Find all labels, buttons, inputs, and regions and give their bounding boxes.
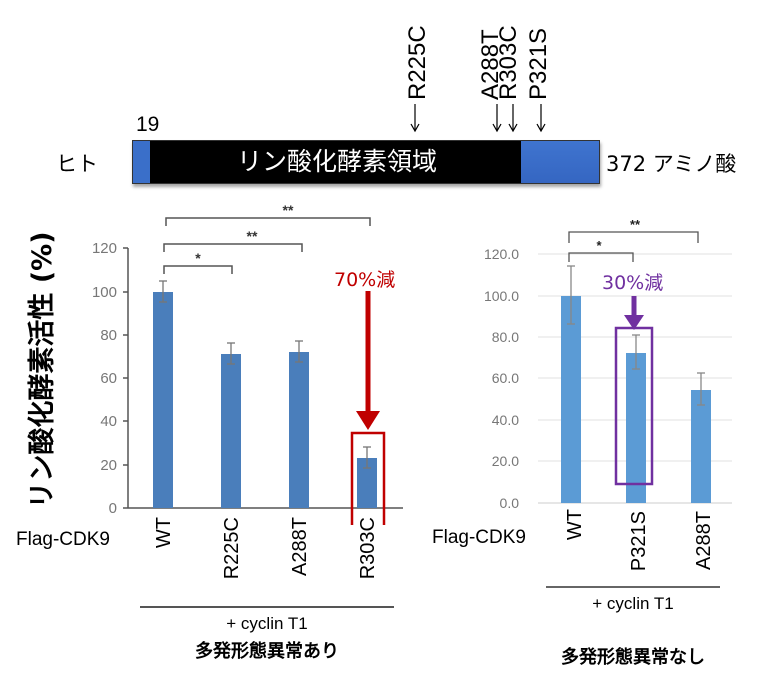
kinase-domain-label: リン酸化酵素領域	[236, 147, 437, 176]
c-terminal-segment	[521, 141, 599, 183]
y-tick: 100	[92, 284, 117, 301]
end-residue-label: 372 アミノ酸	[606, 152, 737, 176]
x-tick-wt: WT	[153, 517, 175, 549]
y-tick: 20	[100, 457, 117, 474]
bar-r225c	[221, 354, 241, 508]
arrow-down-icon	[624, 315, 644, 330]
y-tick: 80	[100, 327, 117, 344]
bar-wt	[561, 296, 581, 503]
x-axis-title: Flag-CDK9	[16, 529, 110, 550]
left-plot: 0 20 40 60 80 100 120	[92, 202, 403, 525]
svg-text:40.0: 40.0	[492, 412, 519, 428]
mutation-arrows	[410, 104, 546, 133]
arrow-down-icon	[356, 411, 380, 430]
right-plot: 0.0 20.0 40.0 60.0 80.0 100.0 120.0 * **	[484, 217, 732, 511]
svg-text:60.0: 60.0	[492, 370, 519, 386]
svg-text:80.0: 80.0	[492, 329, 519, 345]
bar-r303c	[357, 458, 377, 508]
left-chart: リン酸化酵素活性 (%) 0 20 40 60 80 100 120	[0, 195, 420, 676]
x-tick-wt-right: WT	[564, 509, 586, 541]
svg-text:**: **	[630, 217, 641, 232]
y-tick: 0	[109, 500, 117, 517]
sig-bracket-wt-r225c	[163, 265, 233, 274]
group-underline	[140, 606, 394, 608]
sig-bracket-wt-p321s	[568, 252, 634, 262]
x-tick-a288t: A288T	[289, 517, 311, 576]
group-label: 多発形態異常あり	[195, 641, 339, 662]
svg-text:*: *	[195, 250, 201, 266]
x-tick-a288t-right: A288T	[693, 511, 715, 570]
right-chart: 0.0 20.0 40.0 60.0 80.0 100.0 120.0 * **	[420, 200, 768, 676]
x-tick-r303c: R303C	[357, 517, 379, 580]
bar-a288t	[691, 390, 711, 503]
bar-a288t	[289, 352, 309, 508]
x-axis-title-right: Flag-CDK9	[432, 527, 526, 548]
reduction-annotation-70: 70%減	[334, 269, 396, 291]
condition-label-right: + cyclin T1	[592, 594, 674, 613]
species-label: ヒト	[56, 152, 98, 176]
x-tick-r225c: R225C	[221, 517, 243, 580]
protein-bar: リン酸化酵素領域	[132, 140, 600, 184]
svg-text:**: **	[247, 228, 258, 244]
condition-label: + cyclin T1	[226, 614, 308, 633]
reduction-annotation-30: 30%減	[602, 272, 664, 294]
group-underline-right	[546, 586, 720, 588]
svg-text:*: *	[596, 238, 602, 253]
y-tick: 40	[100, 413, 117, 430]
protein-diagram: R225C A288T R303C P321S 19 ヒト リン酸化酵素領域 3…	[0, 0, 768, 195]
sig-bracket-wt-r303c	[165, 217, 371, 226]
group-label-right: 多発形態異常なし	[561, 647, 705, 668]
sig-bracket-wt-a288t	[163, 243, 303, 252]
svg-text:120.0: 120.0	[484, 246, 519, 262]
x-tick-p321s: P321S	[628, 511, 650, 572]
svg-text:0.0: 0.0	[500, 495, 520, 511]
y-tick: 60	[100, 370, 117, 387]
sig-bracket-wt-a288t	[568, 231, 699, 243]
start-residue-label: 19	[136, 113, 160, 136]
svg-text:20.0: 20.0	[492, 453, 519, 469]
bar-p321s	[626, 353, 646, 503]
y-tick: 120	[92, 240, 117, 257]
svg-text:100.0: 100.0	[484, 288, 519, 304]
bar-wt	[153, 292, 173, 508]
svg-text:**: **	[283, 202, 294, 218]
n-terminal-segment	[133, 141, 150, 183]
highlight-box-p321s	[614, 326, 654, 486]
highlight-box-r303c	[350, 431, 386, 525]
